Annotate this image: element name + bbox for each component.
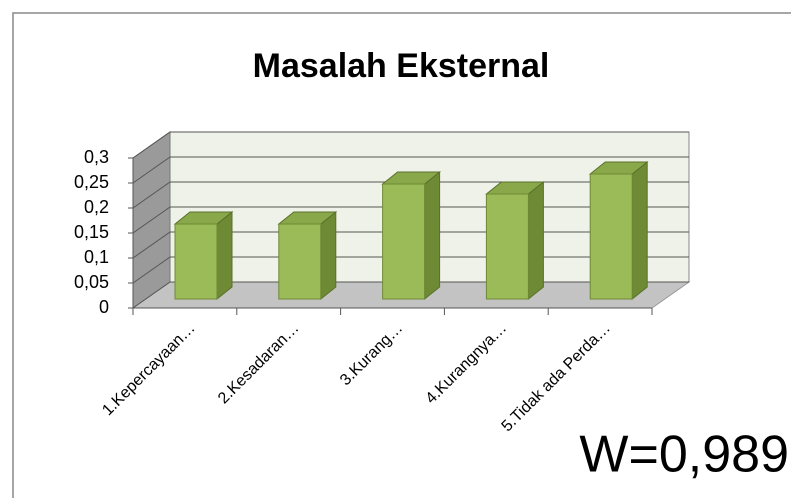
y-tick-label: 0,1 (84, 247, 109, 267)
y-tick-label: 0,05 (74, 272, 109, 292)
bar-side (527, 180, 544, 301)
bar (485, 193, 529, 300)
side-grid-line (132, 206, 171, 234)
bar-side (320, 210, 337, 301)
y-tick-label: 0,25 (74, 172, 109, 192)
annotation: W=0,989 (579, 426, 789, 484)
bar-side (216, 210, 233, 301)
y-tick-label: 0,3 (84, 147, 109, 167)
bar (589, 173, 633, 300)
side-grid-line (132, 256, 171, 284)
bar (382, 183, 426, 300)
y-tick-label: 0,15 (74, 222, 109, 242)
side-grid-line (132, 156, 171, 184)
side-grid-line (132, 231, 171, 259)
y-tick-label: 0 (99, 297, 109, 317)
bar (174, 223, 218, 300)
bar (278, 223, 322, 300)
side-grid-line (132, 181, 171, 209)
chart-title: Masalah Eksternal (253, 47, 550, 85)
side-grid-line (132, 281, 171, 309)
bar-side (424, 170, 441, 301)
bar-side (631, 160, 648, 301)
side-grid-line (132, 131, 171, 159)
y-tick-label: 0,2 (84, 197, 109, 217)
